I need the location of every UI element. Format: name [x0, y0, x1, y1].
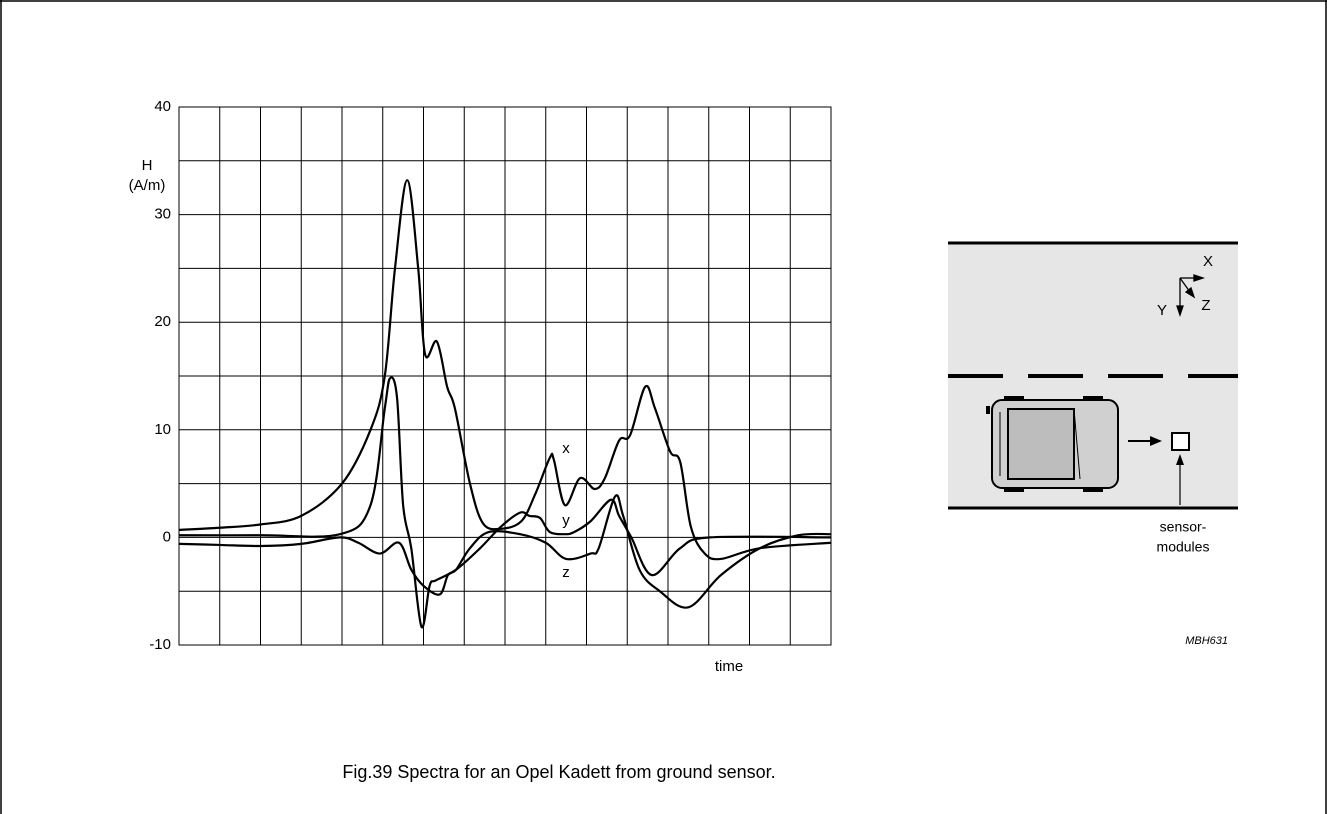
diagram: X Y Z sensor- modules MBH631 [948, 241, 1238, 647]
figure-code: MBH631 [1185, 635, 1228, 647]
y-tick-label: 30 [154, 206, 171, 223]
car [986, 396, 1119, 492]
sensor-module [1171, 432, 1190, 451]
y-tick-label: 20 [154, 313, 171, 330]
y-tick-label: 10 [154, 421, 171, 438]
axes-icon [1176, 274, 1206, 318]
sensor-label: sensor- [1160, 519, 1207, 535]
data-line [178, 494, 832, 609]
axis-label: Z [1201, 297, 1210, 314]
plot-frame [178, 106, 832, 646]
axis-label: X [1203, 253, 1213, 270]
data-line [178, 179, 832, 561]
y-tick-label: 40 [154, 98, 171, 115]
axis-label: Y [1157, 302, 1167, 319]
series-label: y [562, 512, 570, 529]
caption: Fig.39 Spectra for an Opel Kadett from g… [342, 762, 775, 782]
arrow-head [1150, 436, 1162, 446]
x-axis-label: time [715, 658, 743, 675]
y-tick-label: -10 [149, 636, 171, 653]
y-axis-label: (A/m) [129, 177, 166, 194]
chart: -10 0 10 20 30 40 H (A/m) time x y z [129, 98, 832, 675]
y-tick-label: 0 [163, 528, 171, 545]
series-label: x [562, 440, 570, 457]
series-label: z [562, 564, 570, 581]
y-axis-label: H [142, 157, 153, 174]
pointer-head [1176, 454, 1184, 465]
sensor-label: modules [1157, 539, 1210, 555]
